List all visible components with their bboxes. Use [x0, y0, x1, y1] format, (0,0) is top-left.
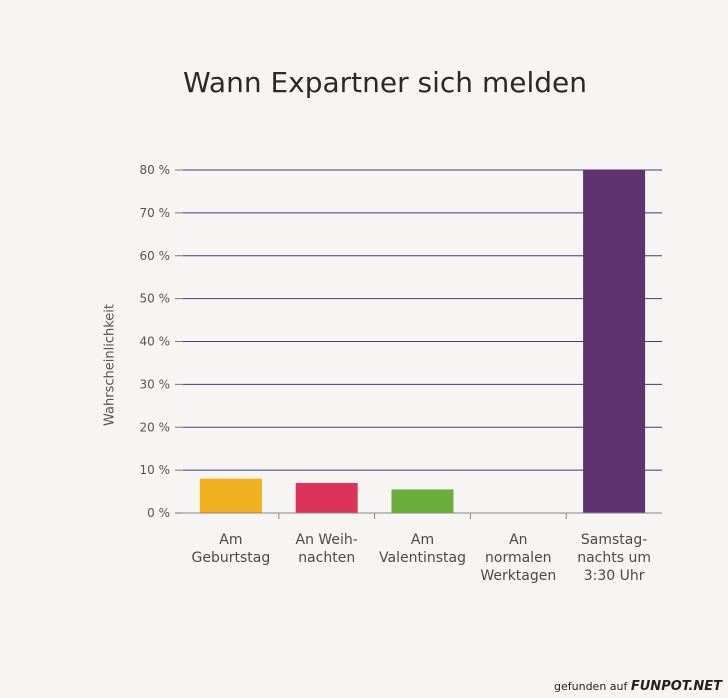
watermark-prefix: gefunden auf [554, 680, 628, 693]
y-tick-label: 20 % [140, 420, 171, 434]
y-tick-label: 0 % [147, 506, 170, 520]
bar [199, 478, 262, 513]
y-tick-label: 30 % [140, 377, 171, 391]
x-tick-label: Am Geburtstag [191, 532, 271, 566]
bar [295, 482, 358, 513]
chart-title: Wann Expartner sich melden [183, 66, 587, 99]
y-tick-label: 70 % [140, 206, 171, 220]
bar [583, 170, 646, 513]
y-tick-label: 50 % [140, 292, 171, 306]
watermark: gefunden auf FUNPOT.NET [554, 679, 722, 694]
watermark-brand: FUNPOT.NET [630, 679, 722, 694]
y-tick-label: 10 % [140, 463, 171, 477]
x-tick-label: An Weih- nachten [295, 532, 358, 566]
bar [391, 489, 454, 513]
y-tick-label: 40 % [140, 335, 171, 349]
x-tick-label: Am Valentinstag [379, 532, 466, 566]
x-tick-label: An normalen Werktagen [480, 532, 557, 584]
y-tick-label: 60 % [140, 249, 171, 263]
y-tick-label: 80 % [140, 163, 171, 177]
x-tick-label: Samstag- nachts um 3:30 Uhr [577, 532, 651, 584]
